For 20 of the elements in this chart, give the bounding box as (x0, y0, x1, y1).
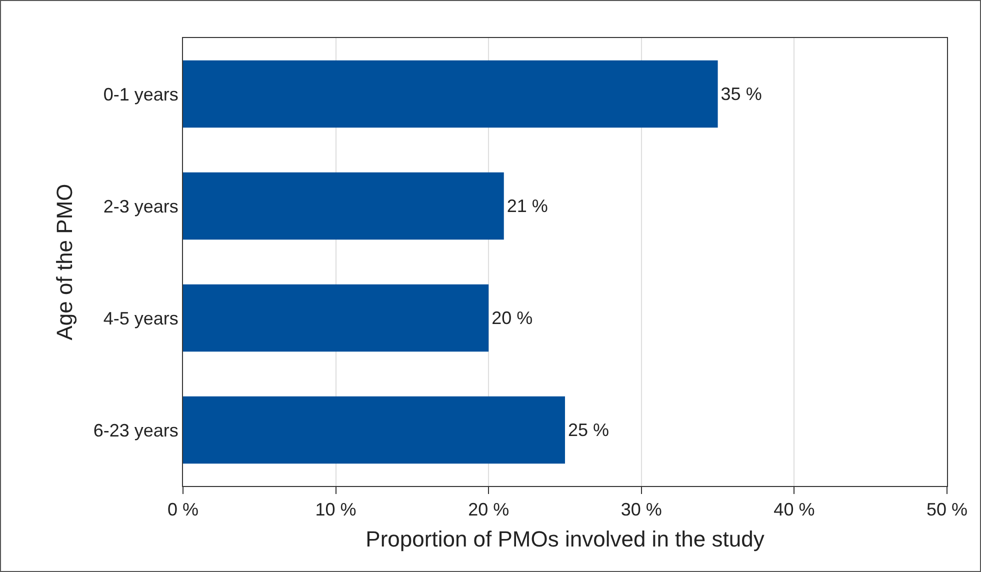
bar (183, 172, 504, 240)
y-axis-title: Age of the PMO (52, 184, 78, 340)
bar (183, 60, 718, 128)
x-tick-label: 10 % (315, 500, 356, 520)
data-label: 20 % (492, 308, 533, 328)
bar (183, 284, 489, 352)
data-label: 35 % (720, 84, 762, 104)
x-axis-title: Proportion of PMOs involved in the study (366, 526, 764, 552)
x-tick-label: 40 % (774, 500, 815, 520)
y-tick-label: 6-23 years (93, 420, 178, 440)
y-tick-label: 2-3 years (103, 196, 178, 216)
x-tick-label: 30 % (620, 500, 662, 520)
x-tick-label: 20 % (468, 500, 510, 520)
x-tick-label: 0 % (167, 500, 199, 520)
y-tick-label: 0-1 years (103, 84, 178, 104)
data-label: 25 % (568, 420, 610, 440)
bar (183, 396, 565, 464)
y-tick-label: 4-5 years (103, 308, 178, 328)
data-label: 21 % (506, 196, 548, 216)
x-tick-label: 50 % (926, 500, 968, 520)
